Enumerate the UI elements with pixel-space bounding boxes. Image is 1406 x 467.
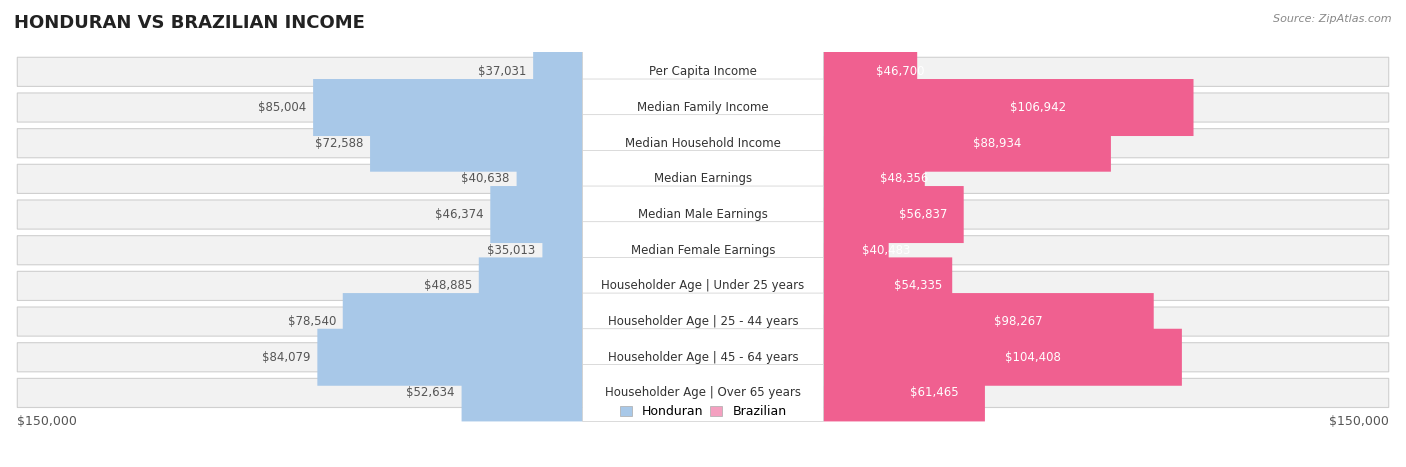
FancyBboxPatch shape [17, 93, 1389, 122]
Text: $150,000: $150,000 [17, 415, 77, 428]
FancyBboxPatch shape [491, 186, 582, 243]
FancyBboxPatch shape [582, 364, 824, 421]
FancyBboxPatch shape [17, 307, 1389, 336]
Text: $88,934: $88,934 [973, 137, 1021, 150]
FancyBboxPatch shape [17, 378, 1389, 408]
Text: Source: ZipAtlas.com: Source: ZipAtlas.com [1274, 14, 1392, 24]
Text: $52,634: $52,634 [406, 386, 454, 399]
FancyBboxPatch shape [516, 150, 582, 207]
Text: $48,356: $48,356 [880, 172, 928, 185]
Text: Householder Age | Over 65 years: Householder Age | Over 65 years [605, 386, 801, 399]
FancyBboxPatch shape [824, 115, 1111, 172]
Text: $48,885: $48,885 [423, 279, 472, 292]
FancyBboxPatch shape [582, 222, 824, 279]
Text: $46,700: $46,700 [876, 65, 925, 78]
FancyBboxPatch shape [824, 79, 1194, 136]
FancyBboxPatch shape [343, 293, 582, 350]
Text: $78,540: $78,540 [287, 315, 336, 328]
FancyBboxPatch shape [582, 150, 824, 207]
FancyBboxPatch shape [824, 222, 889, 279]
FancyBboxPatch shape [17, 236, 1389, 265]
FancyBboxPatch shape [582, 186, 824, 243]
FancyBboxPatch shape [582, 115, 824, 172]
FancyBboxPatch shape [582, 257, 824, 314]
Text: $46,374: $46,374 [434, 208, 484, 221]
Text: $85,004: $85,004 [257, 101, 307, 114]
FancyBboxPatch shape [824, 364, 986, 421]
FancyBboxPatch shape [318, 329, 582, 386]
FancyBboxPatch shape [824, 43, 917, 100]
FancyBboxPatch shape [461, 364, 582, 421]
Text: HONDURAN VS BRAZILIAN INCOME: HONDURAN VS BRAZILIAN INCOME [14, 14, 366, 32]
FancyBboxPatch shape [17, 128, 1389, 158]
FancyBboxPatch shape [824, 329, 1182, 386]
Text: $84,079: $84,079 [262, 351, 311, 364]
Text: $35,013: $35,013 [488, 244, 536, 257]
Text: $56,837: $56,837 [900, 208, 948, 221]
FancyBboxPatch shape [17, 343, 1389, 372]
FancyBboxPatch shape [582, 329, 824, 386]
FancyBboxPatch shape [533, 43, 582, 100]
Text: Median Male Earnings: Median Male Earnings [638, 208, 768, 221]
Text: Median Family Income: Median Family Income [637, 101, 769, 114]
Text: $37,031: $37,031 [478, 65, 526, 78]
FancyBboxPatch shape [17, 164, 1389, 193]
Text: $98,267: $98,267 [994, 315, 1043, 328]
FancyBboxPatch shape [543, 222, 582, 279]
Text: Median Household Income: Median Household Income [626, 137, 780, 150]
FancyBboxPatch shape [370, 115, 582, 172]
FancyBboxPatch shape [824, 186, 963, 243]
Text: Median Female Earnings: Median Female Earnings [631, 244, 775, 257]
Text: $54,335: $54,335 [894, 279, 942, 292]
Text: $61,465: $61,465 [910, 386, 959, 399]
Text: Median Earnings: Median Earnings [654, 172, 752, 185]
Text: Householder Age | Under 25 years: Householder Age | Under 25 years [602, 279, 804, 292]
FancyBboxPatch shape [314, 79, 582, 136]
FancyBboxPatch shape [824, 293, 1154, 350]
FancyBboxPatch shape [582, 43, 824, 100]
Text: $72,588: $72,588 [315, 137, 363, 150]
Text: $150,000: $150,000 [1329, 415, 1389, 428]
Text: $40,483: $40,483 [862, 244, 910, 257]
Legend: Honduran, Brazilian: Honduran, Brazilian [614, 400, 792, 423]
FancyBboxPatch shape [582, 293, 824, 350]
FancyBboxPatch shape [824, 257, 952, 314]
Text: $106,942: $106,942 [1011, 101, 1067, 114]
FancyBboxPatch shape [582, 79, 824, 136]
FancyBboxPatch shape [17, 200, 1389, 229]
Text: $40,638: $40,638 [461, 172, 510, 185]
Text: Per Capita Income: Per Capita Income [650, 65, 756, 78]
Text: Householder Age | 45 - 64 years: Householder Age | 45 - 64 years [607, 351, 799, 364]
Text: $104,408: $104,408 [1005, 351, 1060, 364]
FancyBboxPatch shape [824, 150, 925, 207]
FancyBboxPatch shape [17, 57, 1389, 86]
FancyBboxPatch shape [17, 271, 1389, 300]
FancyBboxPatch shape [479, 257, 582, 314]
Text: Householder Age | 25 - 44 years: Householder Age | 25 - 44 years [607, 315, 799, 328]
